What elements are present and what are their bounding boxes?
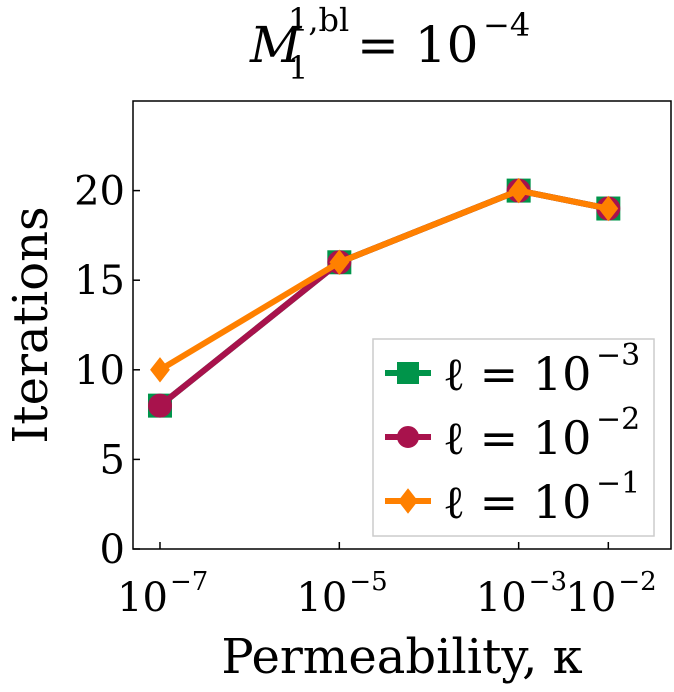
legend-entry-2: ℓ = 10 −2: [385, 402, 640, 465]
x-tick-label: 10: [117, 575, 168, 621]
data-point: [598, 195, 619, 222]
legend-entry-1: ℓ = 10 −3: [385, 338, 640, 401]
chart-title: M 1 1,bl = 10 −4: [249, 1, 530, 87]
legend-marker: [397, 426, 419, 448]
chart-title-base: M: [249, 16, 303, 74]
x-tick-label-exponent: −2: [618, 567, 656, 597]
y-tick-label: 0: [100, 527, 125, 573]
legend-label: ℓ = 10: [443, 347, 591, 401]
legend: ℓ = 10 −3ℓ = 10 −2ℓ = 10 −1: [372, 338, 655, 537]
x-tick-label: 10: [565, 575, 616, 621]
x-tick-label-exponent: −3: [529, 567, 567, 597]
series-line: [158, 187, 609, 373]
x-tick-label: 10: [296, 575, 347, 621]
data-point: [150, 357, 170, 383]
legend-label-exponent: −1: [596, 466, 640, 501]
y-axis-label: Iterations: [3, 206, 59, 443]
series-3: [150, 177, 619, 383]
series-layer: [147, 177, 621, 418]
x-axis-label: Permeability, κ: [221, 629, 582, 685]
chart-title-rhs: = 10: [357, 16, 478, 74]
x-tick-label: 10: [476, 575, 527, 621]
legend-entry-3: ℓ = 10 −1: [385, 466, 640, 529]
legend-marker: [397, 362, 419, 384]
x-tick-label-exponent: −7: [170, 567, 208, 597]
legend-label-exponent: −3: [596, 338, 640, 373]
legend-label: ℓ = 10: [443, 411, 591, 465]
data-point: [329, 249, 350, 275]
y-tick-label: 10: [74, 348, 125, 394]
chart-title-rhs-exponent: −4: [483, 6, 530, 44]
data-point: [508, 177, 529, 204]
y-axis-ticks: 0 5 10 15 20: [74, 169, 140, 573]
chart-title-subscript: 1: [288, 49, 308, 87]
y-tick-label: 5: [100, 437, 125, 483]
x-axis-ticks: 10 −7 10 −5 10−310−2: [117, 542, 657, 621]
y-tick-label: 15: [74, 258, 125, 304]
legend-marker: [398, 488, 418, 514]
chart-title-superscript: 1,bl: [288, 1, 349, 39]
legend-label-exponent: −2: [596, 402, 640, 437]
legend-label: ℓ = 10: [443, 475, 591, 529]
y-tick-label: 20: [74, 169, 125, 215]
plot-area-frame: [132, 100, 672, 550]
x-tick-label-exponent: −5: [349, 567, 387, 597]
data-point: [147, 393, 172, 418]
